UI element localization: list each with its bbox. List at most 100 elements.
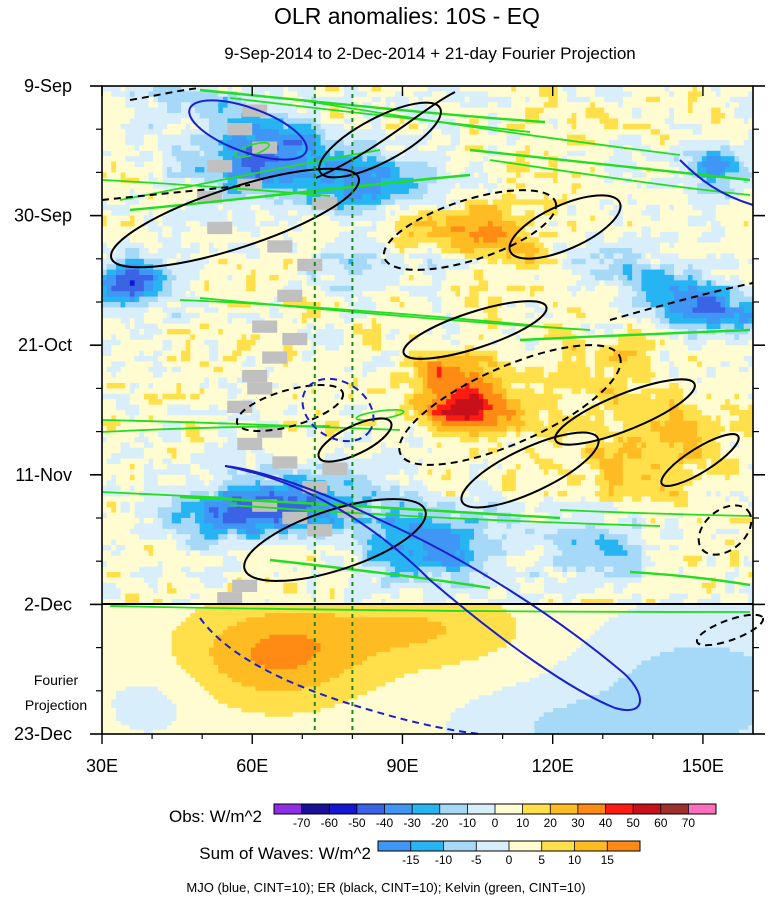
obs-cell (669, 107, 675, 114)
obs-cell (343, 593, 373, 600)
projection-cell (487, 651, 573, 657)
projection-cell (102, 669, 187, 675)
obs-cell (604, 253, 615, 260)
obs-cell (692, 264, 740, 271)
obs-cell (102, 377, 205, 384)
obs-cell (673, 118, 712, 125)
projection-cell (450, 712, 545, 718)
obs-cell (283, 474, 308, 481)
obs-cell (501, 177, 508, 184)
colorbar-swatch (467, 804, 496, 814)
obs-cell (501, 258, 526, 265)
obs-cell (539, 91, 559, 98)
obs-cell (520, 172, 536, 179)
obs-cell (725, 167, 740, 173)
obs-cell (371, 453, 405, 460)
obs-cell (613, 145, 624, 152)
obs-cell (260, 113, 289, 119)
obs-cell (362, 512, 387, 519)
obs-cell (678, 566, 684, 573)
obs-cell (167, 410, 229, 416)
obs-cell (632, 194, 689, 200)
obs-cell (190, 356, 210, 362)
obs-cell (460, 134, 508, 141)
obs-cell (394, 518, 433, 524)
obs-cell (427, 102, 461, 109)
obs-cell (204, 264, 238, 271)
obs-cell (460, 339, 494, 346)
projection-cell (171, 630, 224, 636)
obs-cell (748, 599, 753, 604)
obs-cell (102, 577, 145, 584)
obs-cell (641, 318, 652, 325)
colorbar-swatch (633, 804, 662, 814)
obs-cell (167, 102, 182, 109)
projection-cell (636, 604, 753, 610)
obs-cell (250, 410, 261, 416)
obs-cell (469, 291, 480, 298)
obs-cell (102, 534, 140, 541)
obs-cell (148, 399, 164, 406)
colorbar-swatch (605, 804, 634, 814)
obs-cell (515, 302, 526, 308)
obs-cell (543, 150, 549, 157)
obs-cell (525, 145, 531, 152)
obs-cell (408, 291, 438, 298)
colorbar-tick-label: -20 (431, 816, 449, 830)
obs-cell (102, 302, 122, 308)
obs-cell (632, 145, 652, 152)
missing-data-patch (242, 369, 268, 383)
obs-cell (320, 177, 336, 184)
obs-cell (427, 161, 447, 168)
obs-cell (315, 420, 326, 427)
obs-cell (455, 501, 489, 508)
obs-cell (102, 140, 126, 146)
obs-cell (292, 188, 298, 195)
obs-cell (385, 96, 410, 103)
obs-cell (385, 129, 424, 136)
obs-cell (492, 388, 508, 395)
obs-cell (627, 582, 703, 589)
obs-cell (315, 582, 350, 589)
obs-cell (646, 539, 726, 546)
obs-cell (157, 102, 168, 109)
obs-cell (167, 447, 177, 454)
obs-cell (115, 399, 131, 406)
obs-cell (553, 561, 642, 568)
obs-cell (102, 86, 122, 92)
obs-cell (632, 177, 652, 184)
obs-cell (706, 464, 712, 470)
obs-cell (143, 474, 159, 481)
obs-cell (585, 339, 619, 346)
obs-cell (492, 356, 498, 362)
obs-cell (171, 453, 177, 460)
obs-cell (576, 123, 605, 130)
obs-cell (748, 572, 753, 578)
projection-cell (102, 617, 187, 623)
obs-cell (134, 91, 150, 98)
obs-cell (139, 404, 168, 411)
obs-cell (102, 172, 108, 179)
obs-cell (404, 302, 433, 308)
obs-cell (376, 253, 382, 260)
obs-cell (339, 345, 373, 352)
obs-cell (604, 518, 619, 524)
obs-cell (511, 188, 573, 195)
obs-cell (739, 561, 745, 568)
projection-cell (250, 651, 317, 657)
obs-cell (381, 599, 387, 604)
obs-cell (655, 393, 684, 400)
projection-cell (213, 660, 257, 666)
obs-cell (539, 318, 638, 325)
obs-cell (580, 388, 587, 395)
obs-cell (106, 221, 122, 227)
obs-cell (181, 161, 219, 168)
obs-cell (701, 555, 708, 562)
obs-cell (376, 140, 429, 146)
obs-cell (594, 361, 652, 368)
obs-cell (385, 334, 396, 341)
obs-cell (120, 86, 126, 92)
obs-cell (199, 464, 247, 470)
obs-cell (650, 177, 703, 184)
obs-cell (506, 253, 512, 260)
